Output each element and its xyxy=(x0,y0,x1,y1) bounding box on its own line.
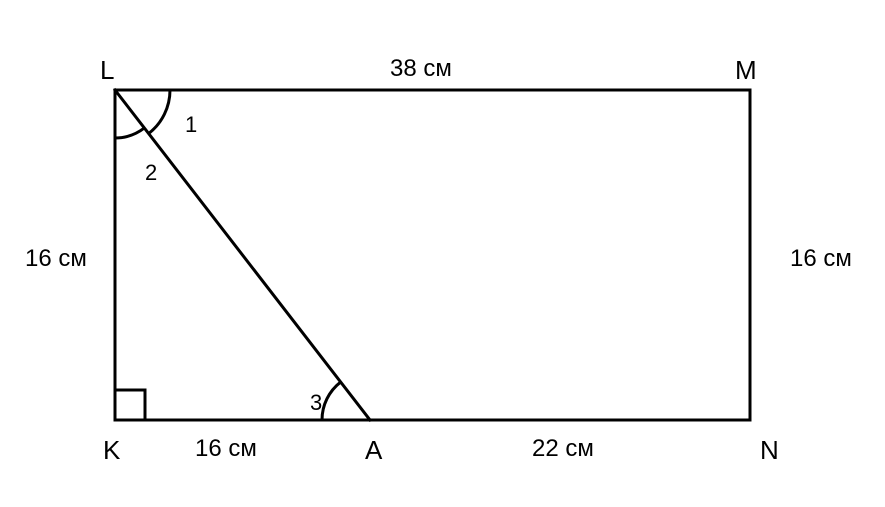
edge-label-bottom-right: 22 см xyxy=(532,435,594,463)
vertex-label-L: L xyxy=(100,55,114,86)
edge-label-right: 16 см xyxy=(790,245,852,273)
angle-label-3: 3 xyxy=(310,390,322,416)
vertex-label-M: M xyxy=(735,55,757,86)
vertex-label-N: N xyxy=(760,435,779,466)
vertex-label-A: A xyxy=(365,435,382,466)
vertex-label-K: K xyxy=(103,435,120,466)
angle-label-2: 2 xyxy=(145,160,157,186)
edge-label-left: 16 см xyxy=(25,245,87,273)
edge-label-top: 38 см xyxy=(390,55,452,83)
edge-label-bottom-left: 16 см xyxy=(195,435,257,463)
angle-label-1: 1 xyxy=(185,112,197,138)
